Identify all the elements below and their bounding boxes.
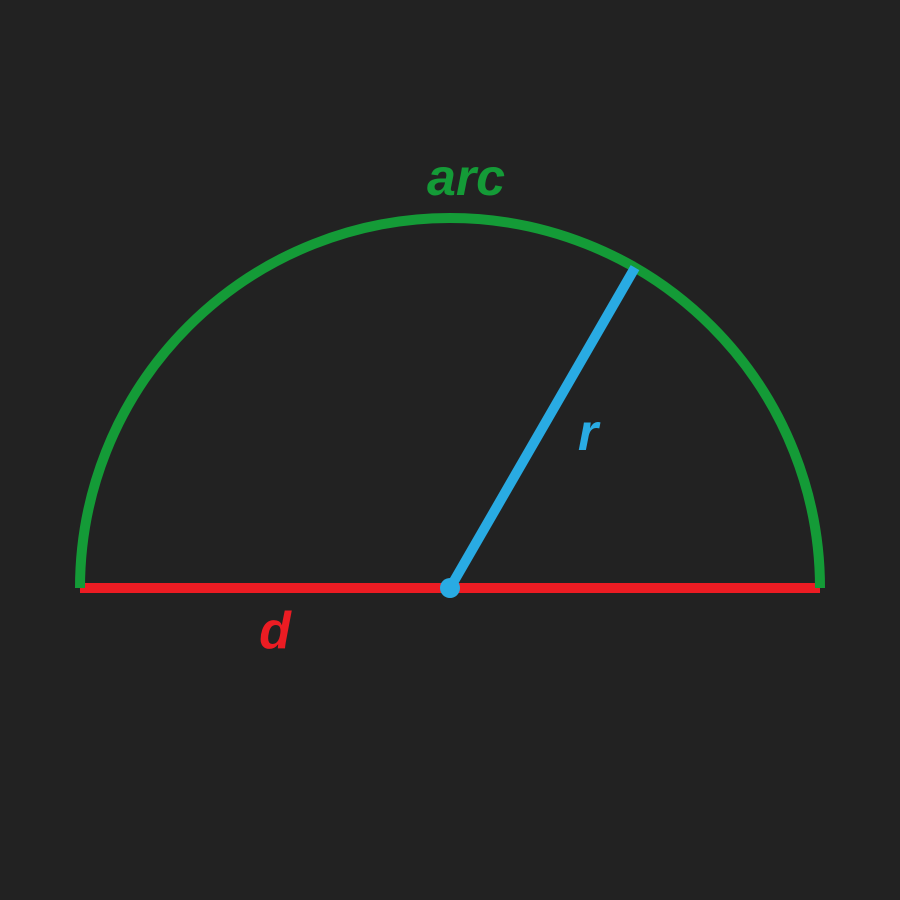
center-dot — [440, 578, 460, 598]
diameter-label: d — [259, 602, 292, 660]
background — [0, 0, 900, 900]
arc-label: arc — [427, 149, 505, 207]
radius-label: r — [578, 404, 601, 462]
